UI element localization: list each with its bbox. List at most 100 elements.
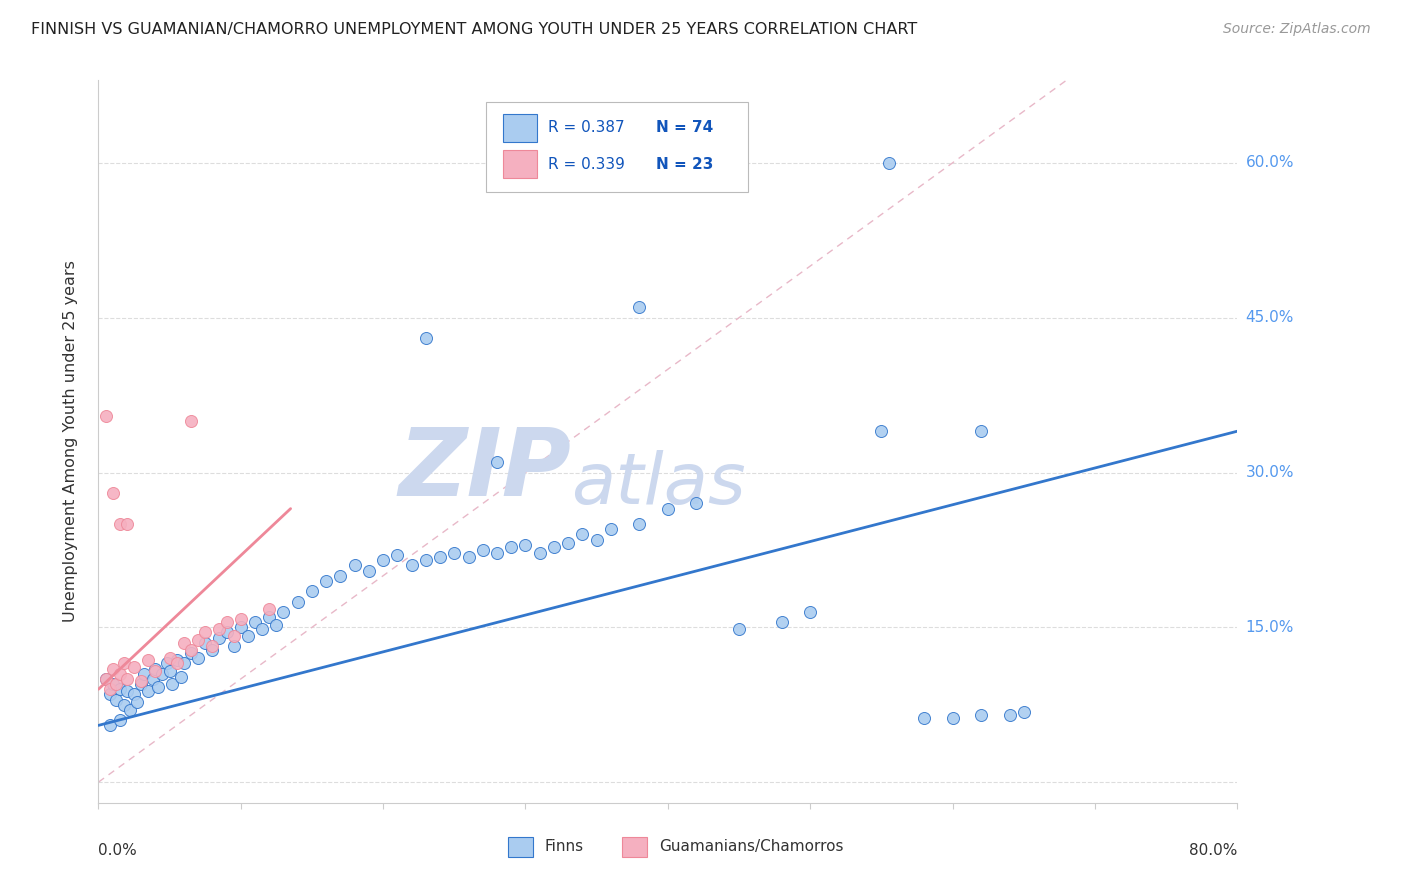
Point xyxy=(543,540,565,554)
Point xyxy=(501,540,523,554)
Point xyxy=(250,623,273,637)
Point xyxy=(101,486,124,500)
Text: 30.0%: 30.0% xyxy=(1246,465,1294,480)
Point xyxy=(180,646,202,660)
Point xyxy=(486,455,509,469)
Text: R = 0.339: R = 0.339 xyxy=(548,157,626,172)
Point xyxy=(315,574,337,588)
Point xyxy=(166,657,188,671)
Point xyxy=(373,553,395,567)
Point xyxy=(243,615,266,630)
Bar xyxy=(503,114,537,142)
Text: Source: ZipAtlas.com: Source: ZipAtlas.com xyxy=(1223,22,1371,37)
Point xyxy=(877,156,900,170)
Point xyxy=(162,677,184,691)
Point xyxy=(557,535,579,549)
Point xyxy=(159,664,181,678)
Point xyxy=(770,615,793,630)
Point xyxy=(94,409,117,423)
Point xyxy=(166,653,188,667)
Point xyxy=(94,672,117,686)
Point xyxy=(132,666,155,681)
Point xyxy=(108,517,131,532)
Point xyxy=(628,301,651,315)
Point xyxy=(259,601,281,615)
Text: N = 23: N = 23 xyxy=(657,157,714,172)
Point xyxy=(208,631,231,645)
Point xyxy=(329,568,352,582)
Point xyxy=(685,496,707,510)
Point xyxy=(152,666,174,681)
Text: Guamanians/Chamorros: Guamanians/Chamorros xyxy=(659,839,844,855)
Point xyxy=(657,501,679,516)
Point xyxy=(145,662,167,676)
Point xyxy=(942,711,965,725)
Point xyxy=(471,542,494,557)
Point xyxy=(101,662,124,676)
Point xyxy=(970,708,993,723)
Point xyxy=(180,643,202,657)
Point xyxy=(229,612,252,626)
Point xyxy=(357,564,380,578)
Point xyxy=(98,718,121,732)
Point xyxy=(229,620,252,634)
Point xyxy=(187,651,209,665)
Point xyxy=(429,550,451,565)
Point xyxy=(194,636,217,650)
Point xyxy=(98,682,121,697)
Point xyxy=(728,623,751,637)
Point xyxy=(799,605,821,619)
Point xyxy=(145,664,167,678)
Point xyxy=(457,550,479,565)
Text: 60.0%: 60.0% xyxy=(1246,155,1294,170)
Point xyxy=(585,533,607,547)
Point xyxy=(236,629,259,643)
Text: atlas: atlas xyxy=(571,450,745,519)
Point xyxy=(94,672,117,686)
Point xyxy=(912,711,935,725)
Point xyxy=(201,639,224,653)
Point xyxy=(108,713,131,727)
Text: Finns: Finns xyxy=(546,839,583,855)
Point xyxy=(122,687,145,701)
Point xyxy=(515,538,537,552)
Bar xyxy=(503,151,537,178)
Point xyxy=(170,670,193,684)
Point xyxy=(108,666,131,681)
Bar xyxy=(509,837,533,857)
Y-axis label: Unemployment Among Youth under 25 years: Unemployment Among Youth under 25 years xyxy=(63,260,79,623)
Point xyxy=(266,618,288,632)
Point xyxy=(194,625,217,640)
Point xyxy=(343,558,366,573)
Point xyxy=(571,527,593,541)
Point xyxy=(187,632,209,647)
Point xyxy=(415,331,437,345)
Point xyxy=(148,680,170,694)
Point xyxy=(125,695,148,709)
Point xyxy=(301,584,323,599)
Point xyxy=(112,698,135,712)
Point xyxy=(180,414,202,428)
Text: ZIP: ZIP xyxy=(398,425,571,516)
Point xyxy=(159,651,181,665)
Point xyxy=(486,546,509,560)
Point xyxy=(287,594,309,608)
Point xyxy=(259,610,281,624)
Text: 80.0%: 80.0% xyxy=(1189,843,1237,857)
Text: R = 0.387: R = 0.387 xyxy=(548,120,624,136)
Point xyxy=(141,672,163,686)
Point xyxy=(273,605,295,619)
Point xyxy=(529,546,551,560)
Point xyxy=(1012,705,1035,719)
Point xyxy=(443,546,465,560)
Point xyxy=(387,548,409,562)
Point xyxy=(208,623,231,637)
Point xyxy=(415,553,437,567)
Point xyxy=(401,558,423,573)
Point xyxy=(129,677,152,691)
Point xyxy=(104,692,127,706)
Bar xyxy=(623,837,647,857)
Point xyxy=(112,657,135,671)
Point xyxy=(98,687,121,701)
Text: 0.0%: 0.0% xyxy=(98,843,138,857)
